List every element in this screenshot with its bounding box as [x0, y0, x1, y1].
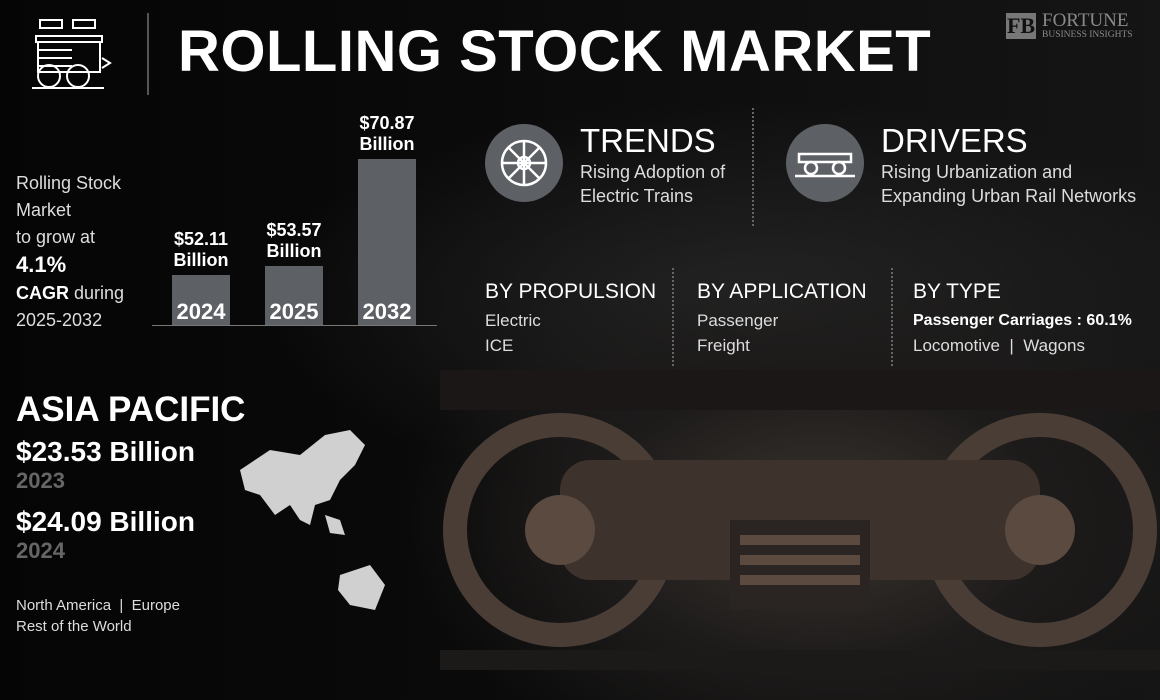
bar-category-label: 2025: [269, 298, 319, 324]
logo-line2: BUSINESS INSIGHTS: [1042, 30, 1133, 40]
bar-category-label: 2024: [176, 298, 226, 324]
trends-title: TRENDS: [580, 122, 716, 159]
region-year-2023: 2023: [16, 468, 65, 493]
rail-bogie-icon: [795, 152, 855, 178]
other-regions-line2: Rest of the World: [16, 618, 132, 635]
segment-highlight: Passenger Carriages : 60.1%: [913, 312, 1132, 329]
region-name: ASIA PACIFIC: [16, 390, 246, 429]
drivers-title: DRIVERS: [881, 122, 1028, 159]
divider: [891, 268, 893, 366]
divider: [752, 108, 754, 226]
segment-title: BY APPLICATION: [697, 280, 867, 303]
drivers-text-line2: Expanding Urban Rail Networks: [881, 186, 1137, 206]
segment-item: Passenger: [697, 311, 779, 330]
segment-propulsion: BY PROPULSION Electric ICE: [485, 280, 656, 358]
drivers-icon-circle: [786, 124, 864, 202]
bar-category-label: 2032: [362, 298, 412, 324]
trends-text-line2: Electric Trains: [580, 186, 694, 206]
bar-value-label: $70.87 Billion: [359, 112, 415, 154]
title-divider: [147, 13, 149, 95]
segment-item: Freight: [697, 336, 750, 355]
segment-type: BY TYPE Passenger Carriages : 60.1% Loco…: [913, 280, 1132, 358]
segment-title: BY PROPULSION: [485, 280, 657, 303]
bar-value-label: $53.57 Billion: [266, 219, 322, 261]
region-value-2023: $23.53 Billion: [16, 436, 195, 467]
during-text: during: [69, 283, 125, 303]
region-year-2024: 2024: [16, 538, 65, 563]
region-value-2024: $24.09 Billion: [16, 506, 195, 537]
market-size-bar-chart: 2024 $52.11 Billion 2025 $53.57 Billion 2032 $7…: [150, 100, 440, 330]
cagr-value: 4.1%: [16, 252, 67, 277]
logo-line1: FORTUNE: [1042, 10, 1129, 31]
growth-summary: Rolling Stock Market to grow at 4.1% CAG…: [16, 170, 124, 334]
segment-item: ICE: [485, 336, 514, 355]
cagr-label: CAGR: [16, 283, 69, 303]
segment-application: BY APPLICATION Passenger Freight: [697, 280, 867, 358]
growth-line1: Rolling Stock: [16, 173, 122, 193]
brand-logo: FB FORTUNE BUSINESS INSIGHTS: [1006, 10, 1133, 40]
bar-2032: 2032: [358, 158, 416, 325]
chart-baseline: [152, 325, 437, 326]
growth-line2: Market: [16, 200, 72, 220]
page-title: ROLLING STOCK MARKET: [178, 19, 932, 84]
bar-value-label: $52.11 Billion: [173, 228, 229, 270]
logo-mark: FB: [1006, 13, 1036, 39]
bar-2025: 2025: [265, 265, 323, 325]
drivers-text-line1: Rising Urbanization and: [881, 162, 1073, 182]
train-wheel-icon: [500, 139, 548, 187]
divider: [672, 268, 674, 366]
train-wagon-icon: [32, 19, 112, 89]
forecast-period: 2025-2032: [16, 310, 103, 330]
segment-item: Locomotive | Wagons: [913, 336, 1085, 355]
bar-2024: 2024: [172, 274, 230, 325]
other-regions: North America | Europe Rest of the World: [16, 595, 180, 637]
trends-text-line1: Rising Adoption of: [580, 162, 726, 182]
segment-title: BY TYPE: [913, 280, 1001, 303]
segment-item: Electric: [485, 311, 541, 330]
asia-pacific-map: [240, 430, 385, 610]
other-regions-line1: North America | Europe: [16, 597, 180, 614]
region-highlight: ASIA PACIFIC $23.53 Billion 2023 $24.09 …: [16, 390, 245, 564]
bogie-illustration: [440, 370, 1160, 670]
trends-icon-circle: [485, 124, 563, 202]
growth-line3: to grow at: [16, 227, 96, 247]
